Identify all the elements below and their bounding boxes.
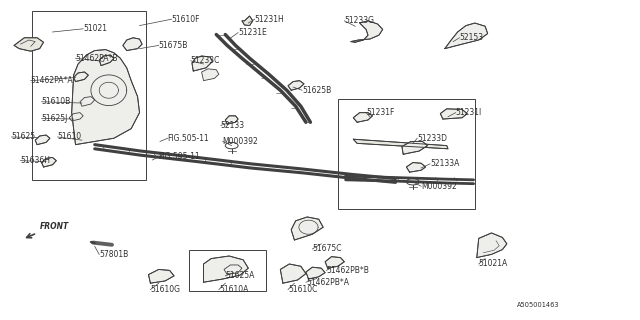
Polygon shape — [445, 23, 488, 49]
Polygon shape — [406, 163, 426, 172]
Text: 51610B: 51610B — [42, 97, 71, 106]
Polygon shape — [80, 97, 95, 106]
Bar — [338, 99, 475, 209]
Text: 57801B: 57801B — [99, 250, 129, 259]
Text: 51462PA*B: 51462PA*B — [76, 54, 118, 63]
Text: 51231I: 51231I — [456, 108, 482, 117]
Text: 51610A: 51610A — [219, 285, 248, 294]
Text: 51231H: 51231H — [255, 15, 284, 24]
Polygon shape — [242, 16, 253, 26]
Polygon shape — [72, 50, 140, 145]
Polygon shape — [35, 135, 50, 145]
Text: 51462PA*A: 51462PA*A — [31, 76, 74, 85]
Text: 51625J: 51625J — [42, 114, 68, 123]
Polygon shape — [123, 38, 142, 51]
Text: 51625: 51625 — [12, 132, 36, 141]
Text: 51233D: 51233D — [417, 134, 447, 143]
Polygon shape — [99, 55, 114, 66]
Text: FIG.505-11: FIG.505-11 — [168, 134, 209, 143]
Polygon shape — [148, 269, 174, 283]
Polygon shape — [69, 113, 83, 121]
Polygon shape — [202, 69, 219, 81]
Polygon shape — [280, 264, 306, 283]
Text: 51462PB*A: 51462PB*A — [306, 278, 349, 287]
Text: M000392: M000392 — [223, 137, 259, 146]
Polygon shape — [477, 233, 507, 258]
Text: 52153: 52153 — [460, 33, 484, 42]
Text: M000392: M000392 — [421, 182, 457, 191]
Text: 51610F: 51610F — [172, 15, 200, 24]
Polygon shape — [306, 267, 325, 279]
Polygon shape — [42, 157, 56, 167]
Text: 51231E: 51231E — [238, 28, 267, 37]
Text: 52133: 52133 — [221, 121, 245, 130]
Bar — [189, 250, 266, 291]
Text: 51021: 51021 — [83, 24, 108, 33]
Text: 51610C: 51610C — [288, 285, 317, 294]
Polygon shape — [353, 113, 372, 122]
Text: 51462PB*B: 51462PB*B — [326, 266, 369, 275]
Polygon shape — [291, 217, 323, 240]
Text: 52133A: 52133A — [430, 159, 460, 168]
Text: FRONT: FRONT — [40, 222, 69, 231]
Polygon shape — [440, 109, 467, 119]
Text: 51636H: 51636H — [20, 156, 51, 165]
Polygon shape — [204, 256, 248, 282]
Polygon shape — [325, 257, 344, 268]
Polygon shape — [402, 141, 428, 154]
Polygon shape — [74, 72, 88, 82]
Polygon shape — [224, 265, 242, 275]
Text: A505001463: A505001463 — [517, 302, 559, 308]
Polygon shape — [225, 116, 238, 124]
Polygon shape — [14, 38, 44, 51]
Text: 51231F: 51231F — [366, 108, 394, 117]
Text: 51610G: 51610G — [150, 285, 180, 294]
Text: FIG.505-11: FIG.505-11 — [159, 152, 200, 161]
Polygon shape — [192, 56, 212, 71]
Text: 51021A: 51021A — [479, 260, 508, 268]
Text: 51625A: 51625A — [225, 271, 255, 280]
Polygon shape — [288, 81, 304, 90]
Text: 51675B: 51675B — [159, 41, 188, 50]
Text: 51625B: 51625B — [302, 86, 332, 95]
Polygon shape — [353, 139, 448, 149]
Text: 51610: 51610 — [58, 132, 82, 141]
Polygon shape — [351, 21, 383, 42]
Text: 51233G: 51233G — [344, 16, 374, 25]
Text: 51233C: 51233C — [191, 56, 220, 65]
Text: 51675C: 51675C — [312, 244, 342, 253]
Bar — [32, 11, 146, 180]
